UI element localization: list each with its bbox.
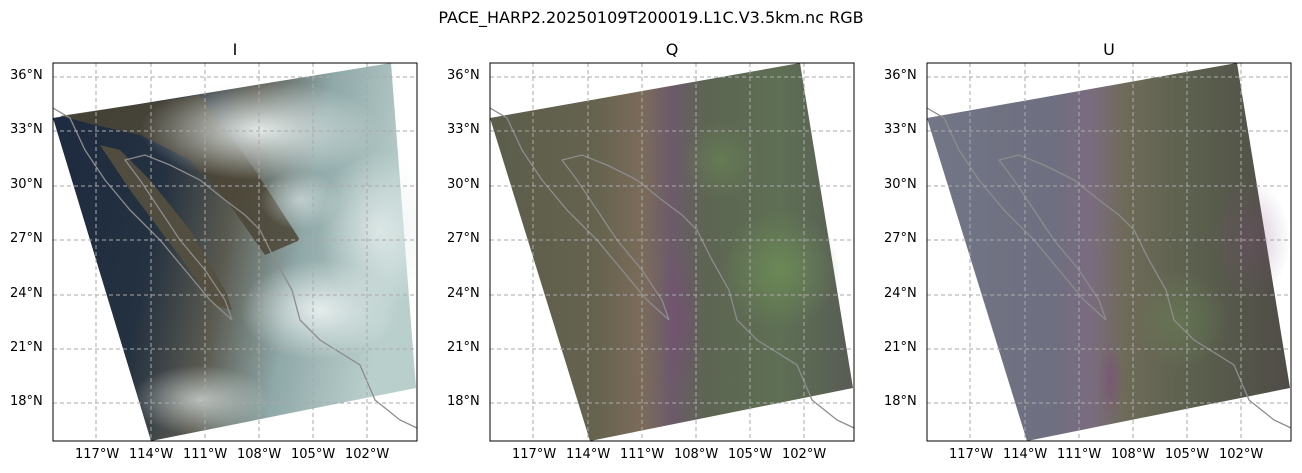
- u-lat-label: 24°N: [884, 286, 917, 301]
- i-lat-label: 21°N: [10, 340, 43, 355]
- q-lon-label: 117°W: [512, 447, 557, 462]
- u-frame: [926, 62, 1292, 442]
- i-lat-label: 18°N: [10, 394, 43, 409]
- i-land: [60, 95, 300, 255]
- i-lat-label: 24°N: [10, 286, 43, 301]
- i-gridlines: [53, 63, 417, 441]
- q-lat-label: 24°N: [447, 286, 480, 301]
- panel-u: [926, 62, 1292, 442]
- q-lat-label: 33°N: [447, 122, 480, 137]
- u-lat-label: 18°N: [884, 394, 917, 409]
- panel-title-q: Q: [665, 40, 679, 59]
- i-lon-label: 105°W: [291, 447, 336, 462]
- u-gridlines: [927, 63, 1291, 441]
- u-lat-label: 27°N: [884, 231, 917, 246]
- u-lon-label: 117°W: [949, 447, 994, 462]
- i-lat-label: 30°N: [10, 177, 43, 192]
- i-lat-label: 33°N: [10, 122, 43, 137]
- i-coastline: [53, 107, 417, 429]
- q-lat-label: 36°N: [447, 68, 480, 83]
- i-lon-label: 117°W: [75, 447, 120, 462]
- figure-title: PACE_HARP2.20250109T200019.L1C.V3.5km.nc…: [438, 8, 864, 27]
- panel-title-i: I: [232, 40, 238, 59]
- u-lon-label: 108°W: [1111, 447, 1156, 462]
- panel-q: [489, 62, 855, 442]
- i-lat-label: 27°N: [10, 231, 43, 246]
- u-lat-label: 36°N: [884, 68, 917, 83]
- q-lon-label: 111°W: [620, 447, 665, 462]
- q-lon-label: 108°W: [674, 447, 719, 462]
- u-lat-label: 21°N: [884, 340, 917, 355]
- i-lon-label: 111°W: [183, 447, 228, 462]
- q-lon-label: 114°W: [566, 447, 611, 462]
- i-lon-label: 114°W: [129, 447, 174, 462]
- u-lon-label: 102°W: [1219, 447, 1264, 462]
- u-lat-label: 33°N: [884, 122, 917, 137]
- i-lon-label: 108°W: [237, 447, 282, 462]
- q-coastline: [490, 107, 854, 429]
- q-lon-label: 102°W: [782, 447, 827, 462]
- q-frame: [489, 62, 855, 442]
- u-lon-label: 111°W: [1057, 447, 1102, 462]
- q-lat-label: 18°N: [447, 394, 480, 409]
- q-lat-label: 30°N: [447, 177, 480, 192]
- u-lon-label: 114°W: [1003, 447, 1048, 462]
- panel-i: [52, 62, 418, 442]
- u-lon-label: 105°W: [1165, 447, 1210, 462]
- i-lat-label: 36°N: [10, 68, 43, 83]
- i-frame: [52, 62, 418, 442]
- q-lat-label: 27°N: [447, 231, 480, 246]
- q-gridlines: [490, 63, 854, 441]
- q-lat-label: 21°N: [447, 340, 480, 355]
- q-lon-label: 105°W: [728, 447, 773, 462]
- u-lat-label: 30°N: [884, 177, 917, 192]
- u-coastline: [927, 107, 1291, 429]
- i-lon-label: 102°W: [345, 447, 390, 462]
- panel-title-u: U: [1103, 40, 1115, 59]
